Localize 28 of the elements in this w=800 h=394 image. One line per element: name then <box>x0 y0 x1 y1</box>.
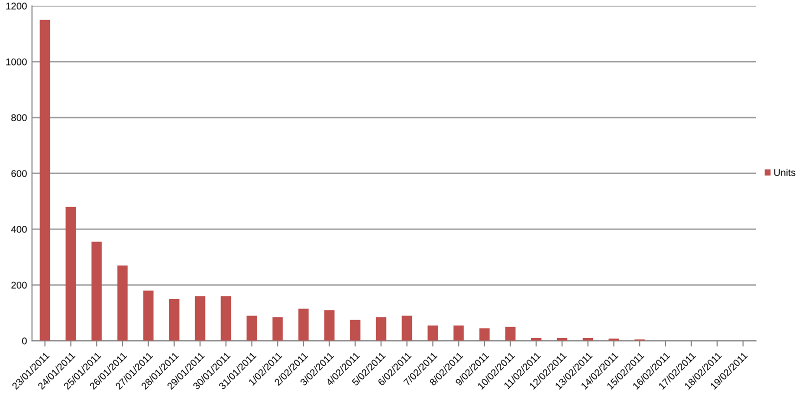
bar <box>246 316 257 341</box>
y-tick-label: 1200 <box>6 2 27 10</box>
bar <box>350 320 360 341</box>
y-tick-label: 800 <box>11 114 27 122</box>
bar <box>194 296 206 341</box>
bar <box>220 296 232 341</box>
bar <box>117 265 128 341</box>
bar <box>143 290 154 341</box>
bar <box>428 325 438 341</box>
bar <box>324 310 335 341</box>
y-tick-label: 0 <box>22 338 27 344</box>
bar <box>169 298 180 341</box>
bar <box>402 316 412 341</box>
legend-label: Units <box>774 168 796 176</box>
y-tick-label: 600 <box>11 170 27 177</box>
bar <box>505 326 516 341</box>
bar <box>453 325 464 341</box>
bar <box>376 317 386 341</box>
bar <box>40 20 50 341</box>
bar <box>531 338 542 341</box>
bar <box>298 308 309 341</box>
bar <box>91 242 102 341</box>
y-tick-label: 1000 <box>6 58 27 66</box>
bar <box>479 328 490 341</box>
bar <box>66 206 76 341</box>
bar <box>272 317 283 341</box>
y-tick-label: 200 <box>11 282 27 289</box>
y-tick-label: 400 <box>11 226 27 233</box>
